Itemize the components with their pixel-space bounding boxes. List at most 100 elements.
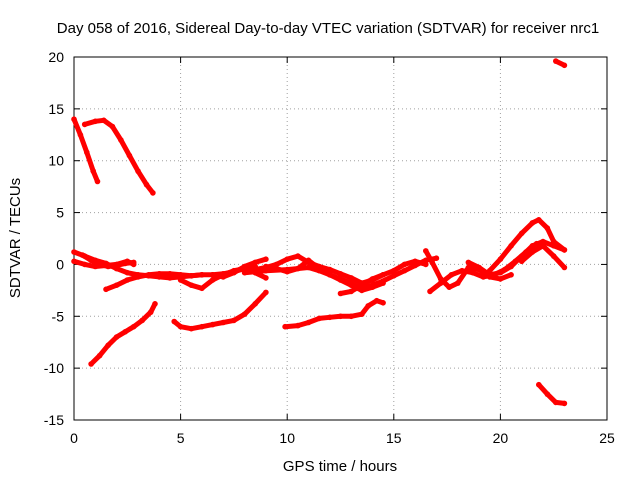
data-point bbox=[337, 271, 344, 277]
data-point bbox=[553, 58, 559, 64]
data-point bbox=[469, 269, 476, 276]
data-point bbox=[220, 274, 226, 280]
data-point bbox=[337, 276, 344, 282]
data-point bbox=[126, 152, 133, 159]
data-point bbox=[199, 285, 205, 292]
data-point bbox=[282, 323, 288, 330]
data-point bbox=[177, 277, 184, 283]
data-point bbox=[241, 269, 248, 276]
data-point bbox=[109, 123, 116, 130]
data-point bbox=[135, 274, 141, 280]
data-point bbox=[465, 264, 472, 271]
data-point bbox=[124, 277, 131, 283]
data-point bbox=[380, 272, 386, 278]
data-point bbox=[113, 262, 120, 269]
data-point bbox=[152, 301, 158, 307]
data-point bbox=[295, 265, 301, 272]
data-point bbox=[113, 334, 120, 340]
data-point bbox=[305, 319, 312, 326]
data-point bbox=[130, 323, 137, 330]
data-point bbox=[448, 272, 455, 278]
data-point bbox=[177, 323, 184, 330]
data-point bbox=[101, 117, 107, 124]
data-point bbox=[252, 301, 258, 307]
data-point bbox=[188, 325, 195, 332]
data-point bbox=[135, 168, 141, 174]
data-point bbox=[209, 321, 216, 328]
data-point bbox=[412, 258, 418, 265]
data-point bbox=[337, 313, 344, 320]
data-point bbox=[427, 288, 433, 295]
data-point bbox=[252, 266, 258, 273]
data-point bbox=[486, 272, 493, 278]
data-point bbox=[263, 289, 269, 296]
data-point bbox=[369, 276, 376, 282]
data-point bbox=[508, 263, 514, 270]
data-point bbox=[359, 311, 365, 318]
data-point bbox=[433, 255, 440, 261]
data-point bbox=[71, 249, 77, 255]
data-point bbox=[465, 259, 472, 266]
data-point bbox=[529, 243, 536, 249]
data-point bbox=[423, 248, 429, 254]
x-tick-label: 20 bbox=[493, 430, 509, 446]
data-point bbox=[476, 264, 482, 271]
data-point bbox=[92, 118, 99, 125]
data-point bbox=[77, 132, 84, 138]
y-tick-label: -10 bbox=[44, 360, 64, 376]
y-tick-label: -15 bbox=[44, 412, 64, 428]
series-track-10 bbox=[171, 289, 269, 332]
data-point bbox=[316, 315, 323, 322]
data-point bbox=[561, 62, 568, 69]
data-point bbox=[437, 280, 444, 286]
data-point bbox=[124, 269, 131, 276]
data-point bbox=[241, 311, 248, 318]
data-point bbox=[105, 263, 111, 270]
data-point bbox=[401, 261, 408, 268]
data-point bbox=[305, 264, 312, 271]
data-point bbox=[103, 286, 109, 293]
data-point bbox=[284, 268, 291, 275]
data-point bbox=[348, 275, 355, 281]
data-point bbox=[497, 256, 504, 263]
data-point bbox=[94, 178, 101, 185]
data-point bbox=[145, 272, 152, 278]
data-point bbox=[536, 381, 542, 388]
data-point bbox=[553, 399, 559, 406]
data-point bbox=[241, 263, 248, 270]
data-point bbox=[459, 267, 465, 274]
data-point bbox=[497, 276, 504, 282]
grid bbox=[74, 57, 607, 420]
data-point bbox=[536, 217, 542, 223]
data-point bbox=[518, 258, 525, 265]
data-point bbox=[401, 267, 408, 274]
data-point bbox=[263, 263, 269, 270]
data-point bbox=[167, 271, 173, 277]
data-point bbox=[380, 300, 386, 306]
data-point bbox=[231, 317, 237, 324]
data-point bbox=[209, 277, 216, 283]
data-point bbox=[118, 137, 124, 143]
data-point bbox=[497, 269, 504, 276]
data-point bbox=[295, 322, 301, 329]
data-point bbox=[391, 267, 397, 274]
x-tick-label: 5 bbox=[177, 430, 185, 446]
y-tick-label: 20 bbox=[48, 49, 64, 65]
y-tick-label: 10 bbox=[48, 153, 64, 169]
data-point bbox=[316, 265, 323, 272]
data-point bbox=[263, 256, 269, 263]
data-point bbox=[71, 258, 77, 265]
series-layer bbox=[71, 58, 568, 407]
data-point bbox=[71, 116, 77, 122]
data-point bbox=[529, 249, 536, 255]
x-tick-label: 0 bbox=[70, 430, 78, 446]
data-point bbox=[252, 259, 258, 266]
data-point bbox=[231, 269, 237, 276]
data-point bbox=[88, 361, 94, 367]
data-point bbox=[327, 266, 333, 273]
data-point bbox=[359, 282, 365, 289]
data-point bbox=[122, 260, 128, 267]
data-point bbox=[199, 323, 205, 330]
data-point bbox=[143, 181, 150, 188]
